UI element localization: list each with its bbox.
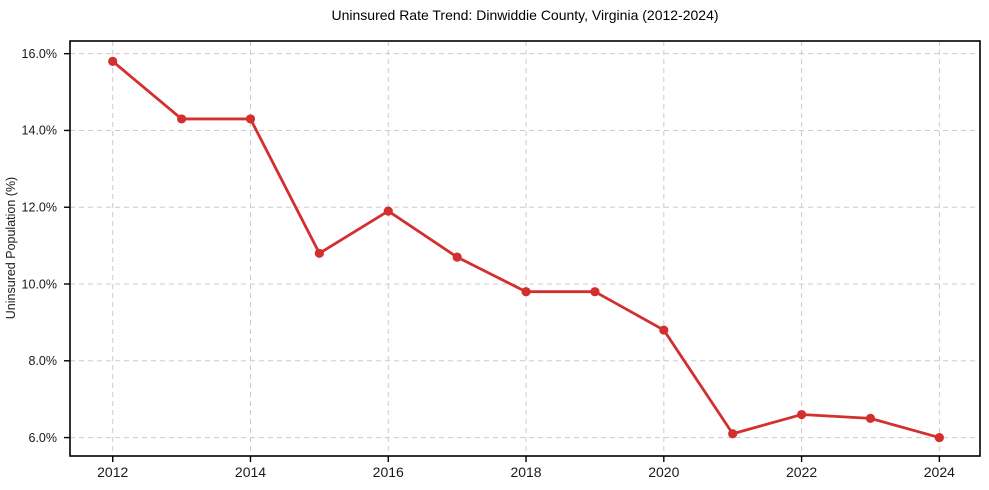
y-axis-label: Uninsured Population (%)	[4, 177, 18, 319]
data-point	[452, 252, 462, 262]
data-point	[314, 248, 324, 258]
data-point	[865, 413, 876, 423]
data-point	[796, 409, 807, 420]
x-tick-label: 2018	[510, 464, 541, 480]
plot-area: 2012 2014 2016 2018 2020 2022 2024 6.0% 8.0% 10.0…	[22, 40, 981, 480]
y-tick-label: 6.0%	[29, 431, 58, 445]
x-tick-label: 2012	[97, 464, 128, 480]
data-point	[521, 287, 531, 297]
data-point	[383, 206, 393, 216]
data-point	[590, 287, 600, 297]
x-tick-label: 2020	[648, 464, 679, 480]
data-point	[659, 325, 669, 335]
data-point	[176, 114, 187, 124]
data-point	[245, 114, 256, 124]
x-tick-label: 2014	[235, 464, 266, 480]
y-tick-label: 14.0%	[22, 124, 57, 138]
x-tick-label: 2024	[924, 464, 955, 480]
y-tick-label: 8.0%	[29, 354, 58, 368]
x-tick-label: 2016	[373, 464, 404, 480]
y-tick-label: 10.0%	[22, 277, 57, 291]
data-point	[728, 429, 738, 439]
y-tick-label: 16.0%	[22, 47, 57, 61]
x-tick-label: 2022	[786, 464, 817, 480]
data-point	[108, 56, 118, 66]
plot-border	[69, 40, 981, 457]
chart-title: Uninsured Rate Trend: Dinwiddie County, …	[331, 7, 718, 23]
y-tick-label: 12.0%	[22, 201, 57, 215]
data-point	[934, 432, 944, 443]
